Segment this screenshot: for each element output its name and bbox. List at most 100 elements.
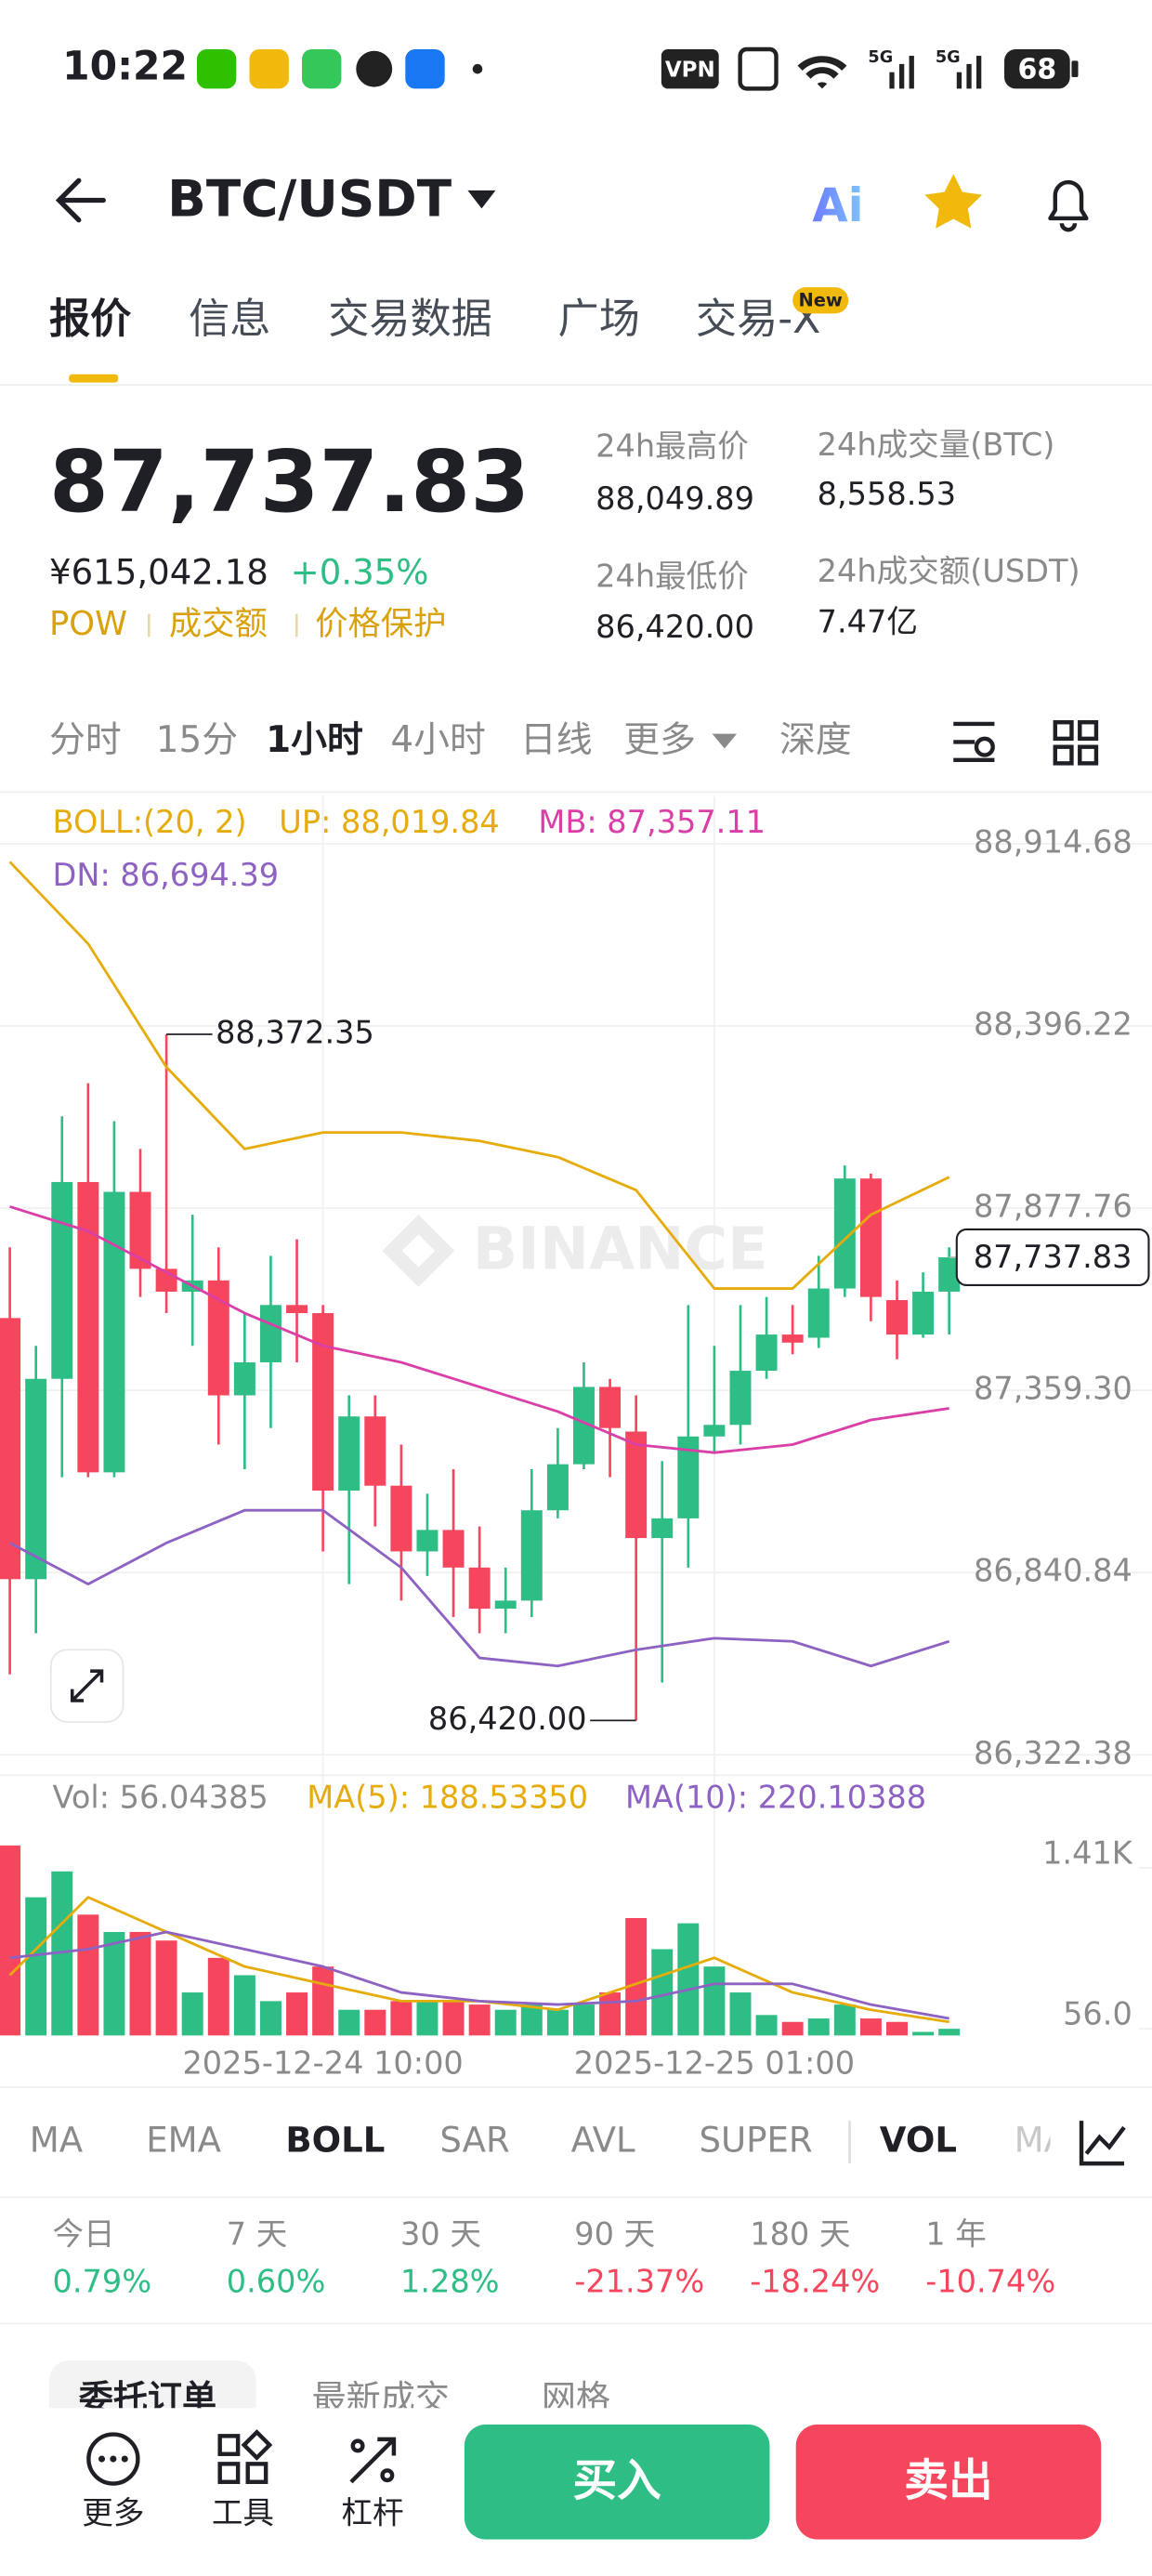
volume-bar: [181, 1992, 203, 2036]
tag[interactable]: POW: [49, 605, 127, 643]
candle-body: [625, 1431, 648, 1539]
notification-bell[interactable]: [1048, 179, 1089, 232]
favorite-star[interactable]: [924, 174, 983, 229]
volume-bar: [25, 1897, 47, 2036]
tag[interactable]: 成交额: [169, 605, 268, 643]
tag[interactable]: 价格保护: [315, 605, 446, 643]
interval[interactable]: 1小时: [266, 719, 363, 761]
action-label[interactable]: 更多: [82, 2495, 144, 2531]
ai-button[interactable]: Ai: [812, 178, 863, 232]
action-label[interactable]: 工具: [212, 2495, 274, 2531]
candle-body: [859, 1178, 882, 1297]
notification-icons: [196, 48, 483, 89]
interval[interactable]: 日线: [520, 719, 593, 761]
stat-value: 88,049.89: [596, 480, 754, 517]
stat-label: 24h成交额(USDT): [818, 553, 1080, 589]
layout-switch[interactable]: [1053, 720, 1099, 766]
period-label: 90 天: [574, 2215, 655, 2252]
interval[interactable]: 15分: [156, 719, 238, 761]
back-button[interactable]: [55, 177, 106, 223]
divider: [0, 791, 1152, 794]
interval[interactable]: 4小时: [390, 719, 485, 761]
indicator[interactable]: SUPER: [699, 2121, 812, 2161]
more-dropdown[interactable]: [712, 733, 738, 749]
period-change: -10.74%: [925, 2264, 1055, 2300]
volume-bar: [312, 1966, 334, 2036]
sell-button[interactable]: [795, 2424, 1102, 2540]
pair-dropdown[interactable]: [467, 190, 496, 209]
candle-body: [520, 1510, 543, 1601]
sell-label[interactable]: 卖出: [904, 2456, 992, 2507]
indicator-settings[interactable]: [1079, 2121, 1126, 2166]
period-label: 7 天: [227, 2215, 288, 2252]
candle-body: [390, 1485, 412, 1552]
indicator[interactable]: MA: [30, 2121, 84, 2161]
indicator[interactable]: VOL: [880, 2121, 957, 2161]
candle-body: [25, 1378, 47, 1580]
interval[interactable]: 分时: [49, 719, 122, 761]
tab[interactable]: 信息: [189, 296, 270, 343]
price-tick-label: 88,396.22: [974, 1005, 1132, 1042]
network-type: 5G: [936, 48, 961, 67]
volume-bar: [155, 1940, 177, 2036]
margin-icon[interactable]: [349, 2437, 397, 2484]
tab-indicator: [69, 374, 119, 383]
volume-legend: Vol: 56.04385: [53, 1779, 268, 1815]
indicator[interactable]: SAR: [439, 2121, 509, 2161]
candle-body: [599, 1387, 622, 1428]
divider: [0, 2322, 1152, 2325]
buy-label[interactable]: 买入: [572, 2456, 661, 2507]
period-label: 180 天: [750, 2215, 850, 2252]
indicator[interactable]: BOLL: [285, 2121, 385, 2161]
fullscreen-button[interactable]: [49, 1649, 124, 1723]
candle-body: [494, 1600, 517, 1610]
chart-settings[interactable]: [953, 721, 995, 763]
tab[interactable]: 交易数据: [328, 296, 492, 343]
interval[interactable]: 更多: [623, 719, 696, 761]
divider: [0, 384, 1152, 387]
stat-value: 86,420.00: [596, 609, 754, 645]
tab[interactable]: 报价: [49, 296, 132, 343]
volume-bar: [729, 1992, 752, 2036]
volume-bar: [599, 1992, 622, 2036]
more-icon[interactable]: [86, 2432, 140, 2486]
period-label: 30 天: [400, 2215, 481, 2252]
volume-bar: [572, 2004, 595, 2036]
candle-body: [807, 1288, 830, 1338]
tools-icon[interactable]: [217, 2429, 273, 2484]
volume-bar: [259, 2001, 281, 2036]
volume-bar: [390, 2001, 412, 2036]
volume-legend: MA(5): 188.53350: [307, 1779, 588, 1815]
candle-body: [886, 1300, 908, 1335]
volume-bar: [0, 1845, 21, 2036]
volume-bar: [703, 1966, 726, 2036]
boll-legend: BOLL:(20, 2): [53, 804, 247, 840]
boll-legend: UP: 88,019.84: [279, 804, 499, 840]
buy-button[interactable]: [464, 2424, 770, 2540]
period-change: -21.37%: [574, 2264, 704, 2300]
time-tick-label: 2025-12-24 10:00: [182, 2045, 463, 2082]
indicator[interactable]: AVL: [571, 2121, 635, 2161]
candle-body: [416, 1530, 439, 1552]
volume-bar: [781, 2021, 804, 2036]
volume-bar: [416, 2001, 439, 2036]
volume-bar: [286, 1992, 308, 2036]
tab[interactable]: 广场: [558, 296, 640, 343]
candle-body: [442, 1530, 465, 1568]
candle-body: [468, 1567, 491, 1610]
period-change: -18.24%: [750, 2264, 880, 2300]
price-tick-label: 87,359.30: [974, 1371, 1132, 1407]
pair-title[interactable]: BTC/USDT: [167, 168, 452, 228]
action-label[interactable]: 杠杆: [341, 2495, 403, 2531]
divider: [0, 1774, 1152, 1777]
volume-bar: [677, 1923, 700, 2036]
volume-bar: [807, 2018, 830, 2036]
stat-value: 8,558.53: [818, 476, 956, 512]
period-change: 0.79%: [53, 2264, 152, 2300]
price-tick-label: 88,914.68: [974, 823, 1132, 860]
candle-body: [938, 1256, 961, 1292]
indicator[interactable]: EMA: [146, 2121, 221, 2161]
volume-tick-label: 56.0: [1063, 1996, 1132, 2032]
interval[interactable]: 深度: [779, 719, 852, 761]
stat-value: 7.47亿: [818, 604, 918, 640]
